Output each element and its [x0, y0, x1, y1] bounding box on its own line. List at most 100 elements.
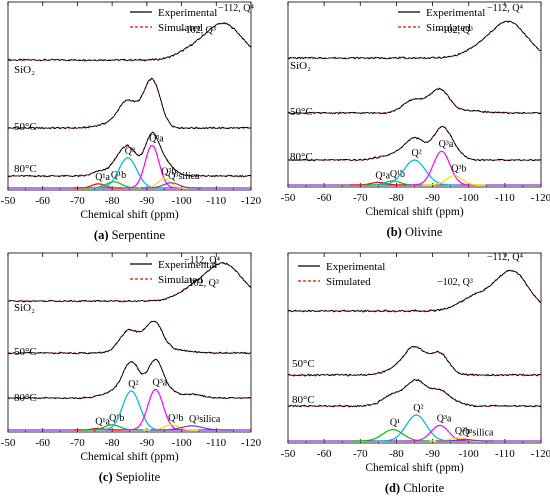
component-peak [349, 181, 408, 186]
component-peak [408, 150, 475, 186]
peak-annotation: −112, Q⁴ [184, 255, 220, 266]
experimental-trace [7, 77, 252, 130]
x-tick-label: -50 [281, 192, 296, 204]
x-tick-label: -70 [353, 192, 368, 204]
panel-letter: (d) [385, 481, 400, 495]
component-label: Q² [125, 146, 135, 157]
x-tick-label: -120 [241, 195, 262, 207]
x-tick-label: -80 [389, 448, 404, 460]
panel-caption: (a) Serpentine [94, 228, 166, 242]
experimental-trace [287, 269, 542, 313]
component-peak [436, 438, 494, 442]
component-label: Q³a [439, 139, 454, 150]
component-label: Q³silica [462, 427, 494, 438]
component-label: Q³b [161, 167, 176, 178]
panel-caption: (b) Olivine [387, 225, 443, 239]
peak-annotation: −112, Q⁴ [218, 3, 254, 14]
chart-panel-chlorite: -50 -60 -70 -80 -90 -100 -110 -120 Chemical shif… [281, 252, 550, 495]
x-axis-label: Chemical shift (ppm) [80, 451, 179, 463]
legend-label-simulated: Simulated [158, 274, 203, 286]
legend: Experimental Simulated [398, 7, 485, 34]
component-label: Q² [413, 403, 423, 414]
component-label: Q³a [153, 377, 168, 388]
simulated-trace [8, 320, 251, 354]
trace-label: 50°C [292, 358, 315, 370]
experimental-trace [287, 345, 542, 377]
x-axis-label: Chemical shift (ppm) [365, 462, 464, 474]
x-tick-label: -80 [105, 437, 120, 449]
x-tick-label: -90 [425, 192, 440, 204]
legend-label-simulated: Simulated [326, 276, 371, 288]
panel-name: Serpentine [108, 228, 165, 242]
x-tick-label: -70 [70, 195, 85, 207]
x-tick-label: -110 [495, 448, 515, 460]
x-tick-label: -60 [317, 192, 332, 204]
component-peak [140, 182, 202, 189]
x-tick-label: -110 [495, 192, 515, 204]
peak-annotation: −112, Q⁴ [487, 3, 523, 14]
x-tick-label: -60 [317, 448, 332, 460]
component-peak [371, 159, 458, 186]
x-tick-label: -80 [389, 192, 404, 204]
legend-label-experimental: Experimental [158, 259, 217, 271]
x-tick-label: -100 [171, 195, 192, 207]
experimental-trace [7, 320, 252, 355]
component-label: Q¹b [390, 169, 405, 180]
component-label: Q¹b [109, 413, 124, 424]
x-tick-label: -120 [531, 448, 550, 460]
legend-label-simulated: Simulated [426, 22, 471, 34]
experimental-trace [7, 358, 252, 400]
x-tick-label: -110 [206, 437, 226, 449]
component-peak [150, 425, 234, 431]
component-label: Q³a [437, 413, 452, 424]
legend: Experimental Simulated [130, 259, 217, 286]
x-tick-label: -100 [171, 437, 192, 449]
component-label: Q³a [149, 133, 164, 144]
component-peak [73, 427, 123, 431]
chart-panel-sepiolite: -50 -60 -70 -80 -90 -100 -110 -120 Chemical shif… [1, 252, 262, 484]
simulated-trace [288, 88, 541, 114]
panel-name: Chlorite [400, 481, 445, 495]
x-tick-label: -80 [105, 195, 120, 207]
trace-label: 80°C [290, 151, 313, 163]
panel-letter: (c) [99, 470, 113, 484]
component-label: Q¹a [95, 416, 110, 427]
x-tick-label: -50 [281, 448, 296, 460]
peak-annotation: −102, Q³ [180, 25, 216, 36]
panel-name: Olivine [402, 225, 443, 239]
x-tick-label: -50 [1, 437, 16, 449]
experimental-trace [7, 21, 252, 62]
panel-name: Sepiolite [113, 470, 161, 484]
trace-label: SiO₂ [14, 64, 35, 76]
x-tick-label: -120 [241, 437, 262, 449]
component-label: Q¹b [111, 170, 126, 181]
chart-panel-olivine: -50 -60 -70 -80 -90 -100 -110 -120 Chemical shif… [281, 1, 550, 239]
x-tick-label: -70 [70, 437, 85, 449]
x-tick-label: -70 [353, 448, 368, 460]
panel-caption: (d) Chlorite [385, 481, 445, 495]
x-tick-label: -90 [425, 448, 440, 460]
component-label: Q³b [168, 413, 183, 424]
experimental-trace [287, 125, 542, 162]
legend-label-experimental: Experimental [326, 261, 385, 273]
chart-panel-serpentine: -50 -60 -70 -80 -90 -100 -110 -120 Chemical shif… [1, 1, 262, 242]
panel-caption: (c) Sepiolite [99, 470, 161, 484]
component-label: Q³silica [168, 171, 200, 182]
component-peak [96, 390, 166, 431]
trace-label: SiO₂ [290, 60, 311, 72]
peak-annotation: −102, Q³ [437, 277, 473, 288]
peak-annotation: −102, Q³ [437, 25, 473, 36]
panel-letter: (a) [94, 228, 109, 242]
x-axis-label: Chemical shift (ppm) [365, 206, 464, 218]
trace-label: 50°C [14, 121, 37, 133]
simulated-trace [8, 78, 251, 129]
experimental-trace [8, 262, 252, 303]
experimental-trace [287, 87, 542, 115]
component-label: Q¹a [95, 172, 110, 183]
legend-label-experimental: Experimental [158, 7, 217, 19]
trace-label: 80°C [14, 163, 37, 175]
x-tick-label: -60 [35, 437, 50, 449]
x-tick-label: -90 [140, 195, 155, 207]
component-peak [422, 174, 486, 186]
